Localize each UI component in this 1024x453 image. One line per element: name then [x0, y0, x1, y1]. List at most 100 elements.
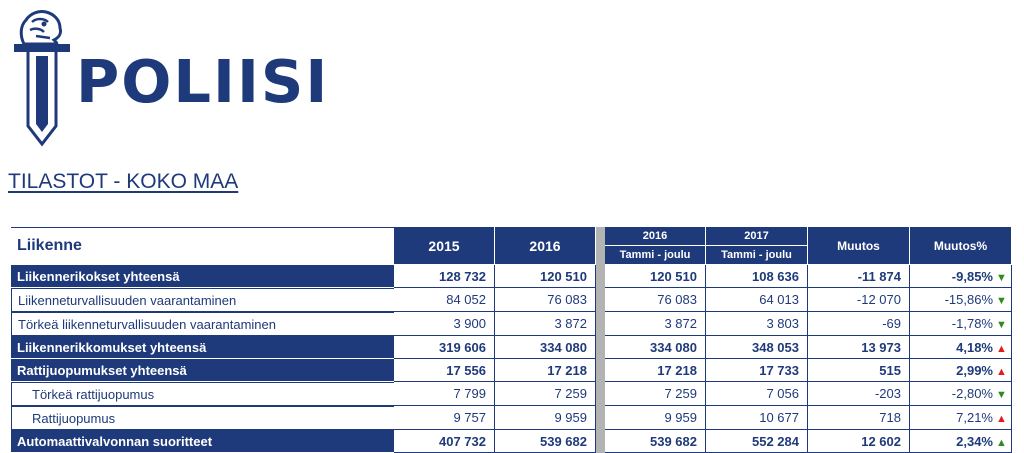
value-change-pct: -1,78% ▼ [910, 312, 1012, 336]
col-header-period-2016-year: 2016 [605, 227, 706, 246]
value-period-2017: 108 636 [706, 265, 808, 288]
value-change: 718 [808, 406, 910, 430]
value-2016: 17 218 [495, 359, 596, 382]
change-pct-text: -9,85% [951, 268, 993, 284]
row-label: Törkeä liikenneturvallisuuden vaarantami… [11, 312, 394, 336]
value-2015: 7 799 [394, 382, 495, 406]
value-change: -11 874 [808, 265, 910, 288]
value-2015: 84 052 [394, 288, 495, 312]
value-change: -12 070 [808, 288, 910, 312]
value-period-2017: 552 284 [706, 430, 808, 453]
logo-wordmark: POLIISI [76, 47, 330, 116]
value-change-pct: -15,86% ▼ [910, 288, 1012, 312]
col-header-period-2017-year: 2017 [706, 227, 808, 246]
value-change: 13 973 [808, 336, 910, 359]
row-label: Liikennerikkomukset yhteensä [11, 336, 394, 359]
col-header-2015: 2015 [394, 227, 495, 265]
table-row: Rattijuopumus 9 757 9 959 9 959 10 677 718 7,2… [11, 406, 1012, 430]
value-period-2016: 3 872 [605, 312, 706, 336]
value-change-pct: -9,85% ▼ [910, 265, 1012, 288]
col-header-muutos: Muutos [808, 227, 910, 265]
value-period-2017: 7 056 [706, 382, 808, 406]
table-row: Rattijuopumukset yhteensä 17 556 17 218 17 … [11, 359, 1012, 382]
value-2016: 334 080 [495, 336, 596, 359]
up-triangle-icon: ▲ [996, 413, 1007, 425]
value-period-2017: 3 803 [706, 312, 808, 336]
column-separator [596, 312, 605, 336]
row-label: Automaattivalvonnan suoritteet [11, 430, 394, 453]
row-label: Rattijuopumus [11, 406, 394, 430]
table-row: Liikennerikkomukset yhteensä 319 606 334 0… [11, 336, 1012, 359]
police-emblem-logo [14, 10, 70, 147]
value-change: -203 [808, 382, 910, 406]
value-period-2016: 76 083 [605, 288, 706, 312]
table-row: Automaattivalvonnan suoritteet 407 732 539… [11, 430, 1012, 453]
up-triangle-icon: ▲ [996, 365, 1007, 378]
change-pct-text: 7,21% [956, 410, 993, 425]
value-period-2017: 17 733 [706, 359, 808, 382]
value-2016: 9 959 [495, 406, 596, 430]
traffic-statistics-table: Liikenne 2015 2016 2016 2017 Muutos Muut… [11, 227, 1012, 453]
value-period-2017: 348 053 [706, 336, 808, 359]
table-row: Törkeä rattijuopumus 7 799 7 259 7 259 7 056… [11, 382, 1012, 406]
table-row: Törkeä liikenneturvallisuuden vaarantami… [11, 312, 1012, 336]
section-label: Liikenne [11, 227, 394, 265]
value-change: 515 [808, 359, 910, 382]
value-2015: 407 732 [394, 430, 495, 453]
change-pct-text: 2,34% [956, 433, 993, 449]
column-separator [596, 406, 605, 430]
col-header-period-2016-range: Tammi - joulu [605, 246, 706, 265]
change-pct-text: -2,80% [951, 386, 993, 401]
row-label: Liikenneturvallisuuden vaarantaminen [11, 288, 394, 312]
down-triangle-icon: ▼ [996, 295, 1007, 307]
value-change-pct: 2,99% ▲ [910, 359, 1012, 382]
change-pct-text: 4,18% [956, 339, 993, 355]
value-change: 12 602 [808, 430, 910, 453]
value-2015: 9 757 [394, 406, 495, 430]
value-period-2016: 539 682 [605, 430, 706, 453]
down-triangle-icon: ▼ [996, 271, 1007, 284]
change-pct-text: 2,99% [956, 362, 993, 378]
row-label: Törkeä rattijuopumus [11, 382, 394, 406]
col-header-2016: 2016 [495, 227, 596, 265]
value-change-pct: 4,18% ▲ [910, 336, 1012, 359]
column-separator [596, 265, 605, 288]
value-2015: 17 556 [394, 359, 495, 382]
value-2015: 3 900 [394, 312, 495, 336]
value-period-2016: 17 218 [605, 359, 706, 382]
row-label: Liikennerikokset yhteensä [11, 265, 394, 288]
value-2016: 76 083 [495, 288, 596, 312]
column-separator [596, 382, 605, 406]
value-change-pct: 2,34% ▲ [910, 430, 1012, 453]
col-header-period-2017-range: Tammi - joulu [706, 246, 808, 265]
lion-sword-icon [14, 10, 70, 147]
down-triangle-icon: ▼ [996, 319, 1007, 331]
up-triangle-icon: ▲ [996, 342, 1007, 355]
table-row: Liikenneturvallisuuden vaarantaminen 84 0… [11, 288, 1012, 312]
column-separator [596, 430, 605, 453]
value-2016: 7 259 [495, 382, 596, 406]
table-row: Liikennerikokset yhteensä 128 732 120 510 1… [11, 265, 1012, 288]
column-separator [596, 359, 605, 382]
column-separator [596, 288, 605, 312]
change-pct-text: -1,78% [951, 316, 993, 331]
col-header-muutos-pct: Muutos% [910, 227, 1012, 265]
value-period-2016: 334 080 [605, 336, 706, 359]
value-period-2016: 7 259 [605, 382, 706, 406]
down-triangle-icon: ▼ [996, 389, 1007, 401]
value-change-pct: -2,80% ▼ [910, 382, 1012, 406]
value-change: -69 [808, 312, 910, 336]
column-separator [596, 336, 605, 359]
page-title[interactable]: TILASTOT - KOKO MAA [8, 170, 239, 193]
up-triangle-icon: ▲ [996, 436, 1007, 449]
value-2016: 3 872 [495, 312, 596, 336]
value-period-2016: 120 510 [605, 265, 706, 288]
value-period-2016: 9 959 [605, 406, 706, 430]
value-period-2017: 64 013 [706, 288, 808, 312]
change-pct-text: -15,86% [944, 292, 993, 307]
row-label: Rattijuopumukset yhteensä [11, 359, 394, 382]
value-2016: 120 510 [495, 265, 596, 288]
value-change-pct: 7,21% ▲ [910, 406, 1012, 430]
value-period-2017: 10 677 [706, 406, 808, 430]
value-2015: 319 606 [394, 336, 495, 359]
